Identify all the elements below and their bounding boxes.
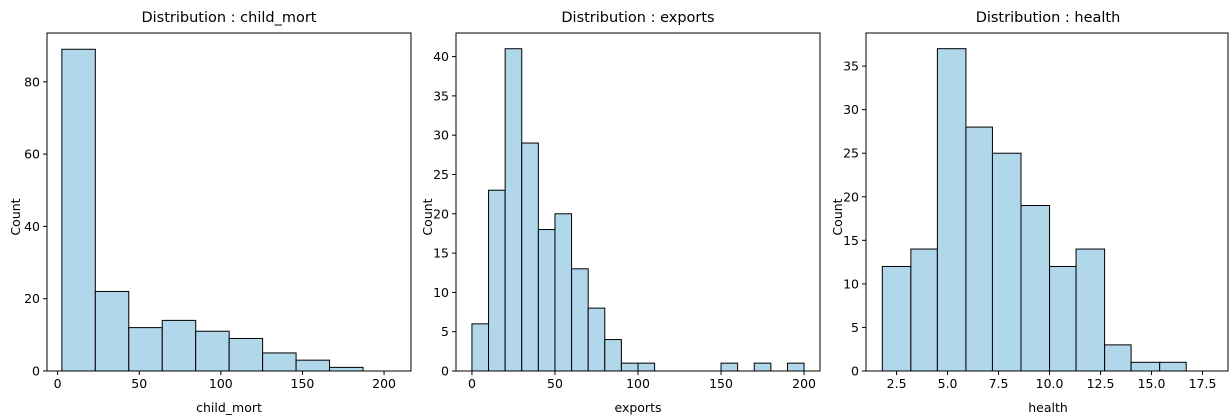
y-tick-label: 0 xyxy=(851,364,859,379)
histogram-bar xyxy=(128,327,163,372)
histogram-bar xyxy=(637,362,656,372)
histogram-bar xyxy=(504,48,523,372)
x-tick-label: 100 xyxy=(626,376,650,391)
y-tick-label: 80 xyxy=(24,74,40,89)
x-tick-label: 7.5 xyxy=(989,376,1009,391)
x-tick-label: 2.5 xyxy=(887,376,907,391)
histogram-bar xyxy=(753,362,772,372)
x-tick-label: 200 xyxy=(372,376,396,391)
histogram-bar xyxy=(295,359,331,372)
histogram-bar xyxy=(195,330,230,372)
histogram-bar xyxy=(61,48,96,372)
histogram-bar xyxy=(604,339,622,372)
histogram-bar xyxy=(936,48,967,372)
x-tick-label: 100 xyxy=(209,376,233,391)
x-tick-label: 0 xyxy=(54,376,62,391)
histogram-bar xyxy=(720,362,739,372)
chart-panel-child-mort: Distribution : child_mort child_mort Cou… xyxy=(8,10,412,415)
y-tick-label: 0 xyxy=(441,364,449,379)
x-tick-label: 10.0 xyxy=(1036,376,1064,391)
histogram-bar xyxy=(488,189,506,372)
histogram-bar xyxy=(537,229,556,372)
y-axis-label: Count xyxy=(830,198,845,235)
x-tick-label: 12.5 xyxy=(1087,376,1115,391)
histogram-bar xyxy=(262,352,297,372)
histogram-bar xyxy=(471,323,490,372)
axes-frame xyxy=(46,32,412,372)
histogram-bar xyxy=(620,362,639,372)
y-tick-label: 35 xyxy=(843,59,859,74)
y-tick-label: 5 xyxy=(441,324,449,339)
x-tick-label: 150 xyxy=(291,376,315,391)
chart-title: Distribution : health xyxy=(976,10,1121,26)
x-tick-label: 5.0 xyxy=(938,376,958,391)
y-tick-label: 10 xyxy=(843,276,859,291)
y-tick-label: 25 xyxy=(843,146,859,161)
axes-frame xyxy=(455,32,821,372)
chart-title: Distribution : exports xyxy=(561,10,714,26)
x-tick-label: 150 xyxy=(709,376,733,391)
chart-panel-exports: Distribution : exports exports Count 0 50… xyxy=(420,10,821,415)
y-tick-label: 20 xyxy=(24,291,40,306)
x-axis-label: exports xyxy=(614,400,661,415)
histogram-bar xyxy=(554,213,573,372)
y-tick-label: 0 xyxy=(32,364,40,379)
histogram-bar xyxy=(991,152,1022,372)
histogram-bar xyxy=(965,126,993,372)
x-tick-label: 0 xyxy=(468,376,476,391)
y-tick-label: 35 xyxy=(433,88,449,103)
x-tick-label: 15.0 xyxy=(1138,376,1166,391)
x-tick-label: 200 xyxy=(792,376,816,391)
y-tick-label: 5 xyxy=(851,320,859,335)
histogram-bar xyxy=(1049,265,1077,372)
x-tick-label: 17.5 xyxy=(1189,376,1217,391)
x-axis-label: child_mort xyxy=(196,400,262,415)
y-tick-label: 60 xyxy=(24,147,40,162)
y-axis-label: Count xyxy=(420,198,435,235)
histogram-bar xyxy=(228,337,264,372)
y-tick-label: 20 xyxy=(843,189,859,204)
histogram-bar xyxy=(910,248,938,372)
histogram-bar xyxy=(94,290,130,372)
y-tick-label: 15 xyxy=(843,233,859,248)
histogram-bar xyxy=(1104,344,1132,372)
histogram-bar xyxy=(1159,361,1187,372)
histogram-bar xyxy=(161,319,197,372)
histogram-bar xyxy=(1020,204,1051,372)
x-tick-label: 50 xyxy=(131,376,147,391)
histogram-bar xyxy=(587,307,606,372)
y-tick-label: 40 xyxy=(433,49,449,64)
chart-title: Distribution : child_mort xyxy=(141,10,316,26)
y-tick-label: 30 xyxy=(843,102,859,117)
histogram-bar xyxy=(521,142,539,372)
chart-panel-health: Distribution : health health Count 2.5 5.… xyxy=(830,10,1229,415)
y-tick-label: 15 xyxy=(433,246,449,261)
y-tick-label: 10 xyxy=(433,285,449,300)
axes-frame xyxy=(865,32,1229,372)
y-tick-label: 25 xyxy=(433,167,449,182)
histogram-bar xyxy=(1075,248,1106,372)
histogram-bar xyxy=(881,265,912,372)
y-tick-label: 40 xyxy=(24,219,40,234)
histogram-bar xyxy=(1130,361,1161,372)
x-tick-label: 50 xyxy=(547,376,563,391)
y-tick-label: 20 xyxy=(433,206,449,221)
histogram-bar xyxy=(571,268,589,372)
histogram-bar xyxy=(786,362,805,372)
y-axis-label: Count xyxy=(8,198,23,235)
x-axis-label: health xyxy=(1028,400,1068,415)
y-tick-label: 30 xyxy=(433,128,449,143)
histogram-bar xyxy=(329,366,364,372)
